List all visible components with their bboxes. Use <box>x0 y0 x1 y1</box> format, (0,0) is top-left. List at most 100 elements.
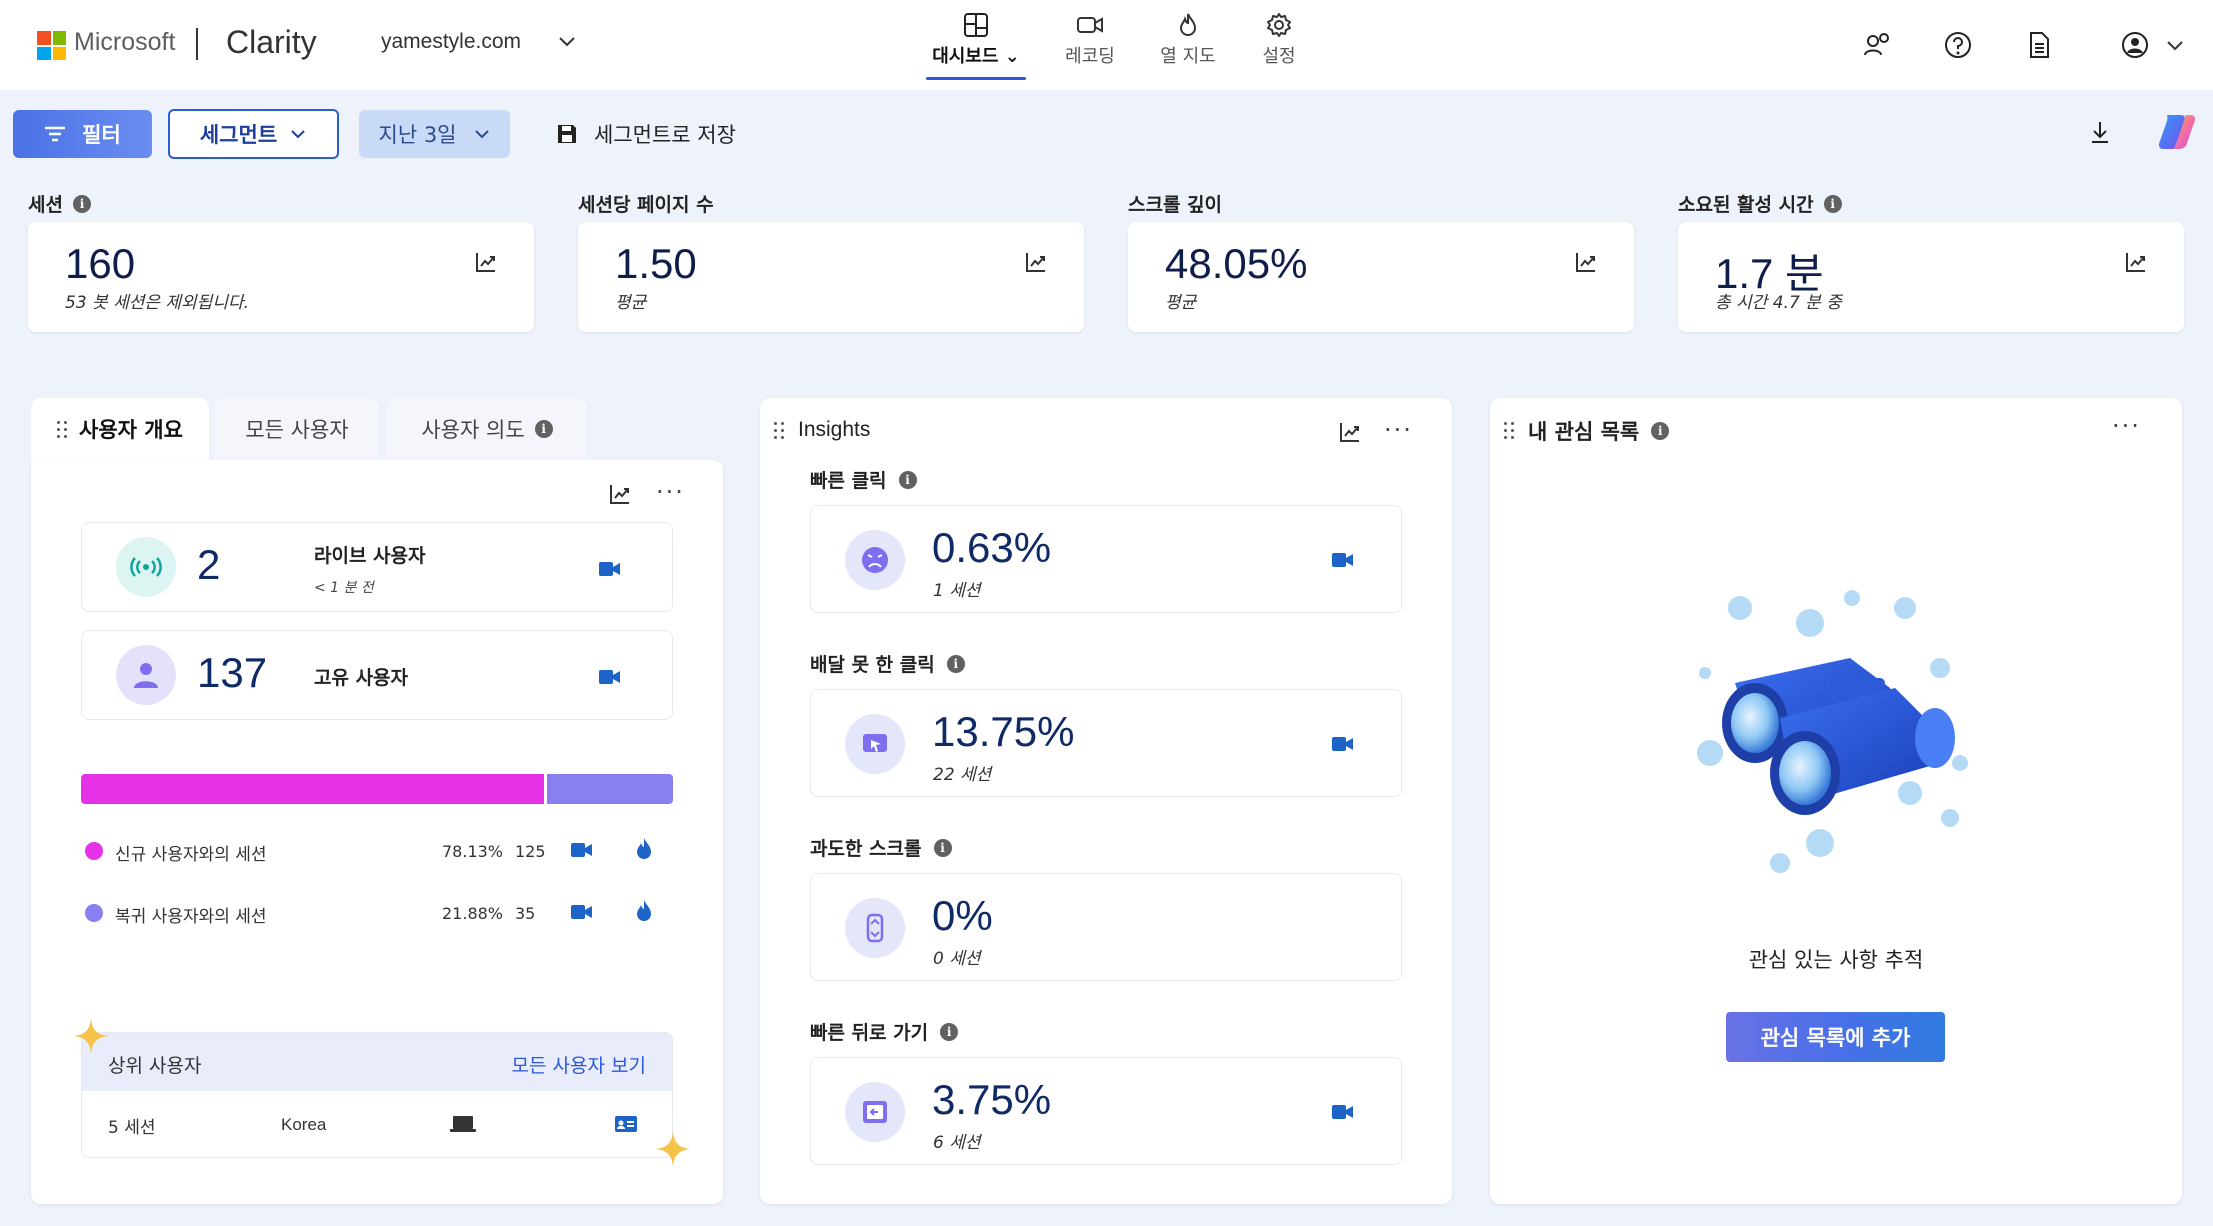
trend-chart-icon[interactable] <box>2124 250 2148 274</box>
insight-value: 0.63% <box>932 524 1052 571</box>
date-range-label: 지난 3일 <box>378 123 457 147</box>
insight-card-dead-clicks[interactable]: 13.75% 22 세션 <box>810 689 1402 797</box>
more-options-icon[interactable]: ··· <box>2112 412 2141 440</box>
info-icon[interactable]: i <box>534 420 553 438</box>
recording-camera-icon[interactable] <box>571 904 593 920</box>
tab-all-users-label: 모든 사용자 <box>245 418 349 442</box>
drag-handle-icon[interactable] <box>774 421 786 439</box>
insight-session-count: 0 세션 <box>933 949 981 969</box>
returning-users-bar-segment[interactable] <box>546 774 673 804</box>
account-avatar-icon[interactable] <box>2120 30 2150 60</box>
info-icon[interactable]: i <box>940 1022 959 1041</box>
heatmap-flame-icon[interactable] <box>635 837 653 861</box>
insight-card-quick-backs[interactable]: 3.75% 6 세션 <box>810 1057 1402 1165</box>
copilot-icon[interactable] <box>2155 111 2197 153</box>
top-user-sessions: 5 세션 <box>108 1118 156 1138</box>
metric-sessions-label: 세션 <box>28 194 63 216</box>
top-users-header <box>82 1033 672 1091</box>
quick-back-icon <box>845 1082 905 1142</box>
tab-user-intent-label: 사용자 의도 <box>421 418 525 442</box>
filter-button[interactable]: 필터 <box>13 110 152 158</box>
legend-dot-new <box>85 842 103 860</box>
top-users-title: 상위 사용자 <box>108 1055 202 1077</box>
legend-dot-returning <box>85 904 103 922</box>
recording-camera-icon[interactable] <box>599 669 621 685</box>
trend-chart-icon[interactable] <box>608 482 632 506</box>
metric-value: 160 <box>65 240 136 287</box>
recording-camera-icon[interactable] <box>1332 1104 1354 1120</box>
download-icon[interactable] <box>2086 118 2114 146</box>
chevron-down-icon[interactable] <box>556 30 578 52</box>
add-to-watchlist-button[interactable]: 관심 목록에 추가 <box>1726 1012 1945 1062</box>
microsoft-text: Microsoft <box>74 28 176 56</box>
live-user-count: 2 <box>197 541 221 588</box>
unique-users-card: 137 고유 사용자 <box>81 630 673 720</box>
info-icon[interactable]: i <box>898 470 917 489</box>
insight-title-label: 배달 못 한 클릭 <box>810 654 935 676</box>
video-camera-icon <box>1077 17 1103 33</box>
drag-handle-icon[interactable] <box>1504 421 1516 439</box>
drag-handle-icon[interactable] <box>57 420 69 438</box>
insight-card-excessive-scroll[interactable]: 0% 0 세션 <box>810 873 1402 981</box>
metric-card-scroll-depth: 48.05% 평균 <box>1128 222 1634 332</box>
tab-all-users[interactable]: 모든 사용자 <box>215 398 379 460</box>
date-range-dropdown[interactable]: 지난 3일 <box>359 110 510 158</box>
insight-title-label: 과도한 스크롤 <box>810 838 922 860</box>
scroll-icon <box>845 898 905 958</box>
user-card-icon[interactable] <box>614 1115 638 1133</box>
tab-user-intent[interactable]: 사용자 의도 i <box>387 398 587 460</box>
heatmap-flame-icon[interactable] <box>635 899 653 923</box>
app-name[interactable]: Clarity <box>226 24 317 60</box>
info-icon[interactable]: i <box>1823 194 1842 213</box>
segment-dropdown[interactable]: 세그먼트 <box>168 109 339 159</box>
filter-icon <box>45 126 66 142</box>
watchlist-title: 내 관심 목록 <box>1528 420 1640 444</box>
view-all-users-link[interactable]: 모든 사용자 보기 <box>511 1055 646 1077</box>
more-options-icon[interactable]: ··· <box>1384 416 1413 444</box>
nav-dashboard[interactable]: 대시보드 ⌄ <box>926 12 1026 80</box>
recording-camera-icon[interactable] <box>599 561 621 577</box>
trend-chart-icon[interactable] <box>1574 250 1598 274</box>
new-users-bar-segment[interactable] <box>81 774 544 804</box>
metric-active-time-title: 소요된 활성 시간 i <box>1678 190 1842 217</box>
nav-heatmaps[interactable]: 열 지도 <box>1156 12 1220 78</box>
site-selector-label[interactable]: yamestyle.com <box>381 30 522 53</box>
returning-sessions-pct: 21.88% <box>442 904 504 923</box>
chevron-down-icon <box>474 130 489 139</box>
insight-excessive-scroll-title: 과도한 스크롤 i <box>810 834 952 861</box>
metric-subtext: 53 봇 세션은 제외됩니다. <box>65 293 250 313</box>
tab-user-overview-label: 사용자 개요 <box>79 418 183 442</box>
chevron-down-icon[interactable] <box>2164 30 2186 60</box>
new-sessions-pct: 78.13% <box>442 842 504 861</box>
save-segment-button[interactable]: 세그먼트로 저장 <box>556 118 736 150</box>
metric-card-pages-per-session: 1.50 평균 <box>578 222 1084 332</box>
info-icon[interactable]: i <box>946 654 965 673</box>
filter-label: 필터 <box>82 123 121 147</box>
insight-card-rage-clicks[interactable]: 0.63% 1 세션 <box>810 505 1402 613</box>
share-users-icon[interactable] <box>1862 30 1892 60</box>
metric-value: 48.05% <box>1165 240 1308 287</box>
trend-chart-icon[interactable] <box>1338 420 1362 444</box>
trend-chart-icon[interactable] <box>1024 250 1048 274</box>
metric-value: 1.50 <box>615 240 697 287</box>
info-icon[interactable]: i <box>1651 422 1670 440</box>
nav-dashboard-label: 대시보드 <box>932 46 999 67</box>
document-icon[interactable] <box>2024 30 2054 60</box>
recording-camera-icon[interactable] <box>1332 552 1354 568</box>
nav-recordings[interactable]: 레코딩 <box>1060 12 1120 78</box>
recording-camera-icon[interactable] <box>571 842 593 858</box>
recording-camera-icon[interactable] <box>1332 736 1354 752</box>
more-options-icon[interactable]: ··· <box>656 478 685 506</box>
live-users-card[interactable]: 2 라이브 사용자 < 1 분 전 <box>81 522 673 612</box>
trend-chart-icon[interactable] <box>474 250 498 274</box>
tab-user-overview[interactable]: 사용자 개요 <box>31 398 209 460</box>
sparkle-icon <box>73 1018 109 1054</box>
help-icon[interactable] <box>1943 30 1973 60</box>
info-icon[interactable]: i <box>933 838 952 857</box>
top-bar: Microsoft Clarity yamestyle.com 대시보드 ⌄ 레… <box>0 0 2213 90</box>
metric-card-sessions: 160 53 봇 세션은 제외됩니다. <box>28 222 534 332</box>
nav-settings[interactable]: 설정 <box>1258 12 1300 78</box>
live-users-time: < 1 분 전 <box>314 580 374 596</box>
metric-scroll-title: 스크롤 깊이 <box>1128 190 1222 217</box>
info-icon[interactable]: i <box>72 194 91 213</box>
